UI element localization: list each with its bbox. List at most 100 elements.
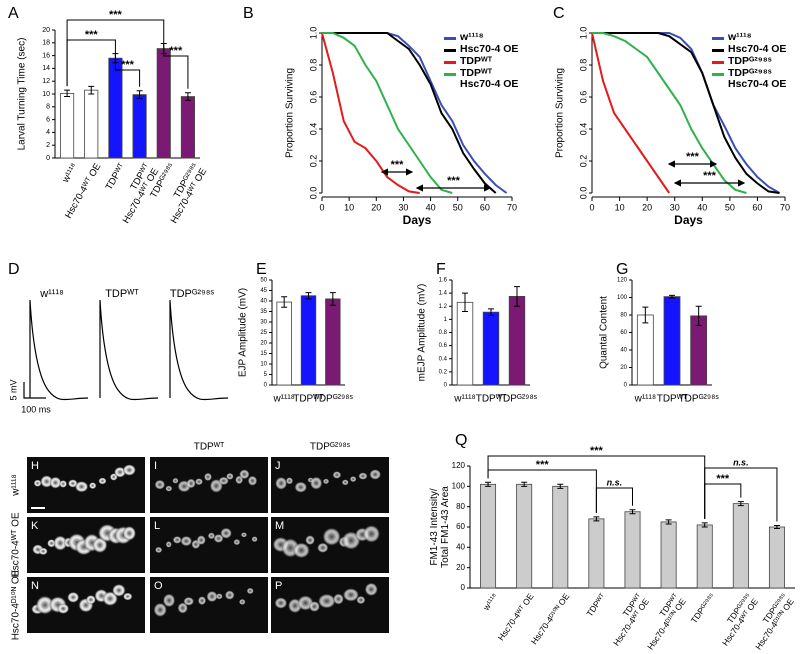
significance-label: *** — [703, 170, 717, 182]
y-tick-label: 0.8 — [308, 59, 318, 72]
column-label: TDPᴳ²⁹⁸ˢ — [310, 442, 351, 453]
y-tick-label: 45 — [260, 288, 267, 294]
bouton — [224, 590, 235, 600]
y-tick-label: 0.2 — [439, 369, 448, 375]
x-tick-label: 10 — [615, 202, 625, 212]
bar — [508, 296, 526, 386]
significance-label: n.s. — [733, 457, 749, 467]
trace-label: TDPᴳ²⁹⁸ˢ — [170, 288, 214, 300]
bouton — [180, 535, 193, 547]
y-tick-label: 0.4 — [439, 356, 448, 362]
y-tick-label: 5 — [264, 372, 268, 378]
bouton — [238, 598, 246, 605]
bouton — [85, 594, 96, 605]
micrograph: J — [271, 457, 389, 513]
scale-bar — [23, 382, 46, 399]
y-tick-label: 1 — [444, 317, 448, 323]
y-tick-label: 0 — [444, 383, 448, 389]
bouton — [57, 603, 70, 615]
y-tick-label: 0.0 — [578, 187, 588, 200]
column-label: TDPᵂᵀ — [194, 442, 225, 453]
y-tick-label: 1.0 — [578, 27, 588, 40]
bouton — [59, 480, 68, 488]
bouton — [154, 479, 166, 490]
error-bar — [514, 286, 520, 307]
bouton — [294, 481, 308, 493]
bouton — [226, 472, 234, 480]
panel-letter: J — [275, 460, 281, 472]
error-bar — [136, 90, 143, 99]
bouton — [356, 595, 366, 605]
y-tick-label: 0 — [461, 583, 466, 592]
row-label: Hsc70-4ᴰ¹⁰ᴺ OE — [11, 569, 22, 640]
significance-bracket — [114, 49, 141, 87]
y-tick-label: 6 — [46, 116, 50, 123]
y-tick-label: 0.6 — [439, 343, 448, 349]
bouton — [38, 547, 48, 556]
y-tick-label: 0.4 — [308, 123, 318, 136]
y-tick-label: 18 — [42, 40, 50, 47]
bar — [663, 296, 681, 386]
error-bar — [485, 481, 492, 487]
micrograph: M — [271, 517, 389, 573]
error-bar — [642, 306, 649, 324]
error-bar — [737, 501, 744, 507]
x-tick-label: 60 — [752, 202, 762, 212]
x-axis-label: Days — [403, 213, 432, 227]
panel-letter: I — [154, 460, 157, 472]
x-tick-label: 70 — [507, 202, 517, 212]
bouton — [364, 582, 378, 597]
x-tick-label: 40 — [426, 202, 436, 212]
bouton — [53, 535, 68, 551]
survival-curve — [592, 32, 747, 194]
bar — [60, 92, 75, 159]
y-tick-label: 1.6 — [439, 278, 448, 284]
bar — [768, 526, 785, 589]
panel-label: Q — [455, 432, 467, 449]
bouton — [251, 536, 258, 543]
y-tick-label: 20 — [456, 563, 465, 572]
error-bar — [64, 89, 71, 98]
error-bar — [329, 292, 336, 306]
y-tick-label: 0.2 — [578, 155, 588, 168]
bouton — [111, 583, 126, 597]
bouton — [220, 527, 233, 539]
y-axis-label: Proportion Surviving — [555, 68, 566, 158]
x-tick-label: TDPᵂᵀ — [476, 394, 507, 405]
error-bar — [281, 296, 288, 308]
bouton — [196, 535, 206, 546]
bar — [636, 314, 654, 386]
significance-bracket — [163, 39, 189, 89]
bouton — [207, 532, 216, 540]
bouton — [317, 542, 329, 553]
bouton — [74, 480, 89, 493]
error-bar — [773, 524, 780, 530]
y-tick-label: 0.0 — [308, 187, 318, 200]
bouton — [274, 597, 288, 609]
bouton — [98, 477, 107, 485]
micrograph: O — [150, 577, 268, 633]
bar — [552, 485, 569, 589]
bouton — [203, 472, 213, 482]
error-bar — [593, 516, 600, 522]
panel-label: B — [243, 5, 254, 22]
bar — [624, 511, 641, 589]
bouton — [177, 602, 189, 614]
bouton — [186, 478, 196, 489]
survival-curve — [592, 32, 780, 194]
y-tick-label: 10 — [260, 362, 267, 368]
error-bar — [305, 292, 312, 300]
y-tick-label: 15 — [260, 351, 267, 357]
bouton — [238, 469, 250, 480]
epsp-trace — [29, 299, 89, 401]
significance-bracket — [487, 469, 597, 513]
y-tick-label: 40 — [456, 542, 465, 551]
y-axis-label: Proportion Surviving — [285, 68, 296, 158]
significance-bracket — [595, 487, 633, 513]
y-tick-label: 80 — [456, 502, 465, 511]
bar — [456, 301, 474, 386]
y-tick-label: 100 — [452, 481, 466, 490]
y-tick-label: 120 — [452, 461, 466, 470]
significance-label: *** — [716, 473, 730, 485]
